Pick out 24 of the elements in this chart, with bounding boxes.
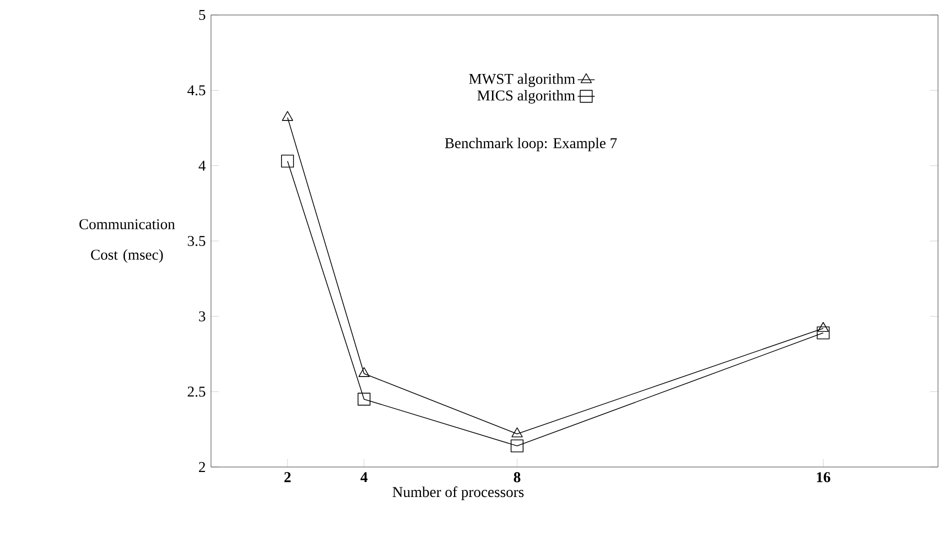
point (510, 440, 524, 452)
point (281, 154, 294, 168)
y-tick-label: 5 (199, 10, 206, 20)
point (818, 322, 829, 332)
y-tick-label: 2 (199, 462, 205, 472)
x-tick-label: 16 (816, 472, 830, 482)
point (358, 367, 370, 377)
legend-label: MWST algorithm (469, 73, 576, 88)
y-tick-label: 4 (198, 160, 206, 171)
legend-label: MICS algorithm (477, 90, 576, 104)
y-tick-label: 3 (199, 311, 206, 322)
x-tick-label: 2 (284, 472, 291, 482)
x-axis-title: Number of processors (392, 486, 524, 500)
y-tick-label: 3.5 (188, 236, 206, 246)
point (512, 427, 523, 438)
point (816, 326, 830, 340)
annotation: Benchmark loop: Example 7 (445, 138, 617, 152)
x-tick-label: 4 (360, 472, 368, 482)
y-tick-label: 2.5 (188, 386, 206, 397)
point (358, 392, 370, 406)
x-tick-label: 8 (514, 472, 520, 482)
y-tick-label: 4.5 (187, 85, 206, 96)
point (282, 111, 294, 121)
text: Communication Cost (msec) (79, 219, 175, 263)
